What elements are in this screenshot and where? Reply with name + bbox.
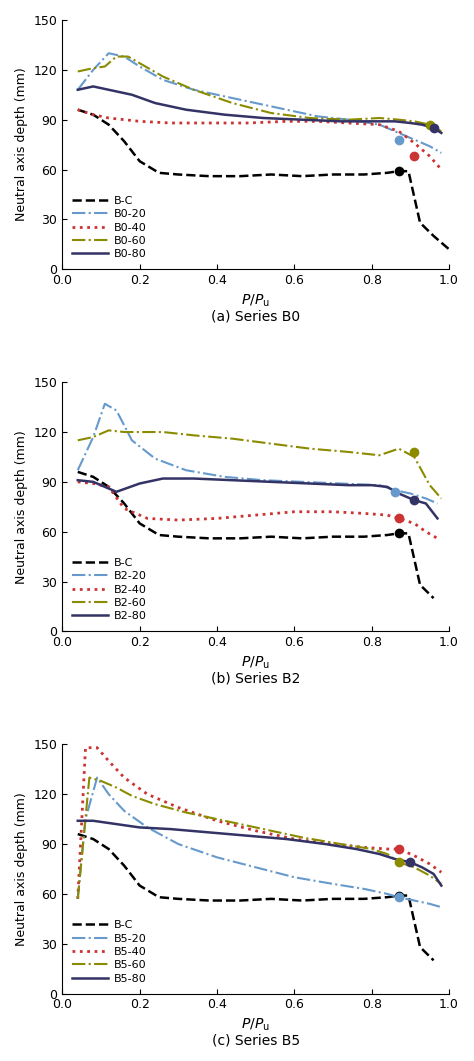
Text: (c) Series B5: (c) Series B5 bbox=[211, 1033, 300, 1047]
Y-axis label: Neutral axis depth (mm): Neutral axis depth (mm) bbox=[15, 430, 28, 584]
X-axis label: $\mathit{P}/\mathit{P}_{\mathrm{u}}$: $\mathit{P}/\mathit{P}_{\mathrm{u}}$ bbox=[241, 655, 270, 672]
Legend: B-C, B5-20, B5-40, B5-60, B5-80: B-C, B5-20, B5-40, B5-60, B5-80 bbox=[68, 916, 151, 988]
Legend: B-C, B2-20, B2-40, B2-60, B2-80: B-C, B2-20, B2-40, B2-60, B2-80 bbox=[68, 554, 151, 626]
Legend: B-C, B0-20, B0-40, B0-60, B0-80: B-C, B0-20, B0-40, B0-60, B0-80 bbox=[68, 191, 151, 263]
Text: (b) Series B2: (b) Series B2 bbox=[211, 672, 301, 685]
Y-axis label: Neutral axis depth (mm): Neutral axis depth (mm) bbox=[15, 793, 28, 945]
X-axis label: $\mathit{P}/\mathit{P}_{\mathrm{u}}$: $\mathit{P}/\mathit{P}_{\mathrm{u}}$ bbox=[241, 1017, 270, 1033]
X-axis label: $\mathit{P}/\mathit{P}_{\mathrm{u}}$: $\mathit{P}/\mathit{P}_{\mathrm{u}}$ bbox=[241, 293, 270, 309]
Y-axis label: Neutral axis depth (mm): Neutral axis depth (mm) bbox=[15, 68, 28, 222]
Text: (a) Series B0: (a) Series B0 bbox=[211, 309, 300, 323]
